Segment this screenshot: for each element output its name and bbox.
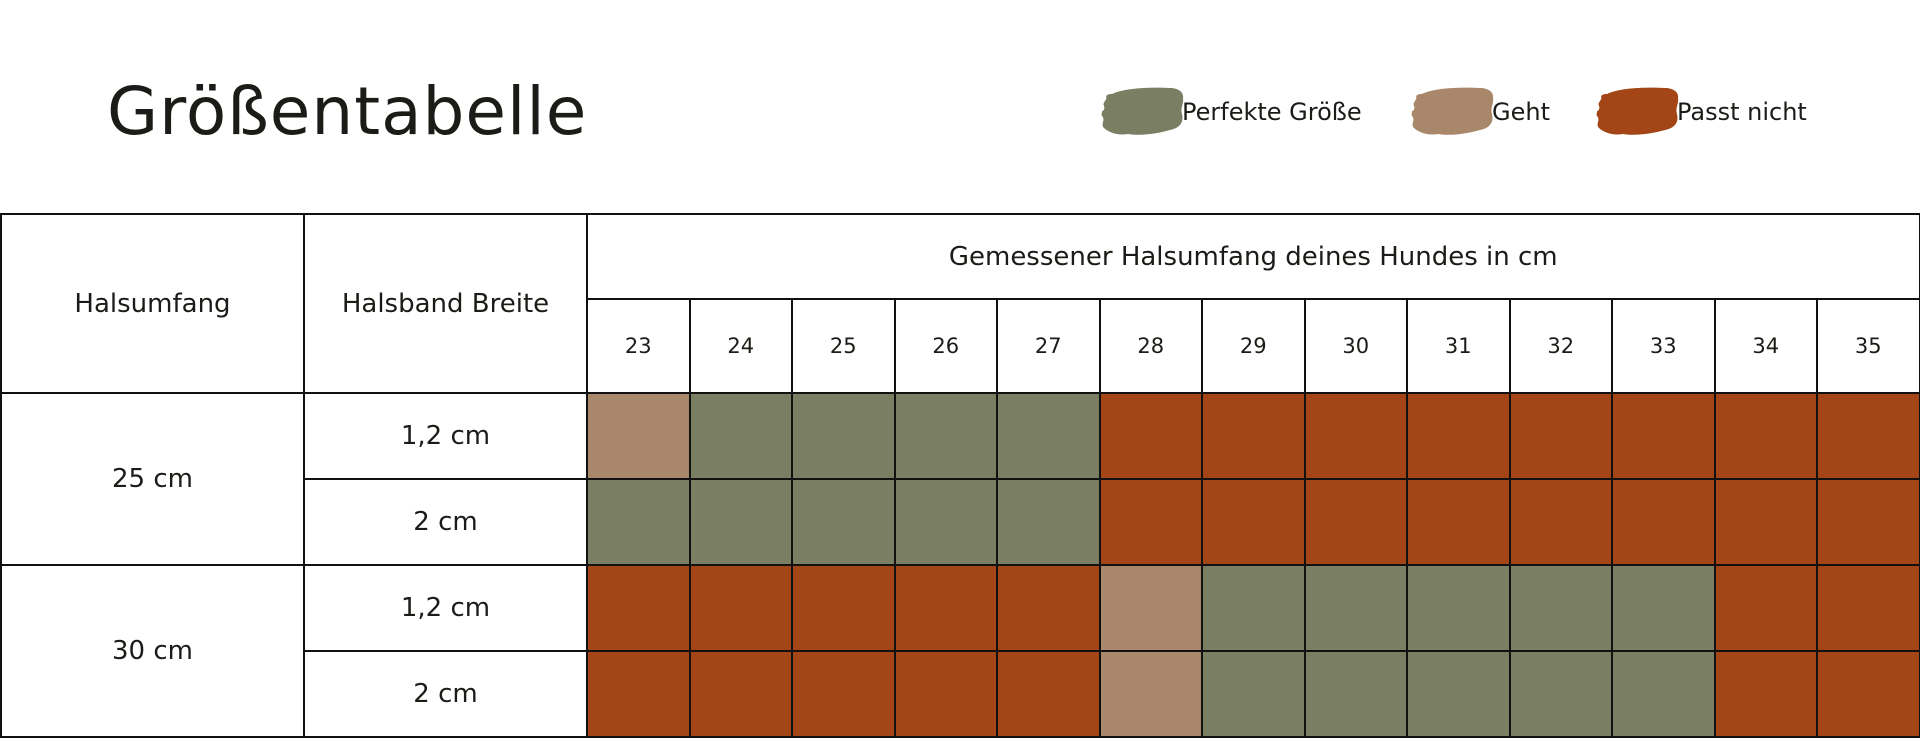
page-title: Größentabelle xyxy=(107,73,588,150)
fit-cell xyxy=(996,478,1101,566)
fit-cell xyxy=(791,392,896,480)
legend-label-perfect: Perfekte Größe xyxy=(1182,98,1362,126)
fit-cell xyxy=(586,478,691,566)
size-header: 34 xyxy=(1713,298,1818,394)
fit-cell xyxy=(1098,650,1203,738)
fit-cell xyxy=(1816,478,1920,566)
fit-cell xyxy=(586,564,691,652)
collar-width-label: 1,2 cm xyxy=(303,392,588,480)
fit-cell xyxy=(586,392,691,480)
legend-label-no: Passt nicht xyxy=(1677,98,1807,126)
fit-cell xyxy=(688,392,793,480)
fit-cell xyxy=(1611,392,1716,480)
fit-cell xyxy=(688,564,793,652)
fit-cell xyxy=(1713,392,1818,480)
brush-stroke-swatch-ok xyxy=(1411,87,1494,135)
collar-width-label: 2 cm xyxy=(303,650,588,738)
fit-cell xyxy=(688,650,793,738)
header-halsumfang: Halsumfang xyxy=(0,213,305,394)
fit-cell xyxy=(791,564,896,652)
fit-cell xyxy=(791,478,896,566)
fit-cell xyxy=(586,650,691,738)
fit-cell xyxy=(1406,650,1511,738)
fit-cell xyxy=(1816,392,1920,480)
size-header: 32 xyxy=(1508,298,1613,394)
size-header: 33 xyxy=(1611,298,1716,394)
size-header: 35 xyxy=(1816,298,1920,394)
fit-cell xyxy=(1611,564,1716,652)
fit-cell xyxy=(1713,564,1818,652)
table-row: 2 cm xyxy=(1,478,1920,566)
fit-cell xyxy=(1303,478,1408,566)
fit-cell xyxy=(1098,564,1203,652)
fit-cell xyxy=(1713,478,1818,566)
fit-cell xyxy=(1406,392,1511,480)
header-measured-neck: Gemessener Halsumfang deines Hundes in c… xyxy=(586,213,1920,300)
fit-cell xyxy=(1611,650,1716,738)
size-header: 26 xyxy=(893,298,998,394)
brush-stroke-swatch-no xyxy=(1596,87,1679,135)
brush-stroke-swatch-perfect xyxy=(1101,87,1184,135)
legend-label-ok: Geht xyxy=(1492,98,1550,126)
fit-cell xyxy=(1098,478,1203,566)
fit-cell xyxy=(1713,650,1818,738)
table-row: 25 cm 1,2 cm xyxy=(0,392,1920,566)
size-header: 27 xyxy=(996,298,1101,394)
fit-cell xyxy=(1406,564,1511,652)
fit-cell xyxy=(1508,478,1613,566)
fit-cell xyxy=(893,392,998,480)
size-header: 25 xyxy=(791,298,896,394)
legend-item-perfect: Perfekte Größe xyxy=(1100,84,1362,140)
fit-cell xyxy=(688,478,793,566)
size-header: 29 xyxy=(1201,298,1306,394)
fit-cell xyxy=(1201,650,1306,738)
fit-cell xyxy=(1098,392,1203,480)
fit-cell xyxy=(996,392,1101,480)
size-header: 30 xyxy=(1303,298,1408,394)
fit-cell xyxy=(1816,564,1920,652)
legend-item-no: Passt nicht xyxy=(1595,84,1807,140)
fit-cell xyxy=(1406,478,1511,566)
fit-cell xyxy=(1201,564,1306,652)
size-header: 31 xyxy=(1406,298,1511,394)
size-header: 23 xyxy=(586,298,691,394)
fit-cell xyxy=(893,650,998,738)
fit-cell xyxy=(791,650,896,738)
fit-cell xyxy=(1201,478,1306,566)
fit-cell xyxy=(1508,650,1613,738)
fit-cell xyxy=(1508,564,1613,652)
fit-cell xyxy=(1303,564,1408,652)
fit-cell xyxy=(1508,392,1613,480)
legend-item-ok: Geht xyxy=(1410,84,1550,140)
table-row: 2 cm xyxy=(1,650,1920,738)
fit-cell xyxy=(996,564,1101,652)
neck-size-label: 30 cm xyxy=(0,564,305,738)
table-row: 30 cm 1,2 cm xyxy=(0,564,1920,738)
size-table: Halsumfang Halsband Breite Gemessener Ha… xyxy=(0,213,1920,738)
size-header-row: 23 24 25 26 27 28 29 30 31 32 33 34 35 xyxy=(1,298,1920,394)
header-halsband-breite: Halsband Breite xyxy=(303,213,588,394)
fit-cell xyxy=(1611,478,1716,566)
fit-cell xyxy=(893,564,998,652)
fit-cell xyxy=(1201,392,1306,480)
collar-width-label: 1,2 cm xyxy=(303,564,588,652)
neck-size-label: 25 cm xyxy=(0,392,305,566)
fit-cell xyxy=(1303,392,1408,480)
size-header: 28 xyxy=(1098,298,1203,394)
size-header: 24 xyxy=(688,298,793,394)
fit-cell xyxy=(996,650,1101,738)
collar-width-label: 2 cm xyxy=(303,478,588,566)
fit-cell xyxy=(893,478,998,566)
fit-cell xyxy=(1816,650,1920,738)
fit-cell xyxy=(1303,650,1408,738)
